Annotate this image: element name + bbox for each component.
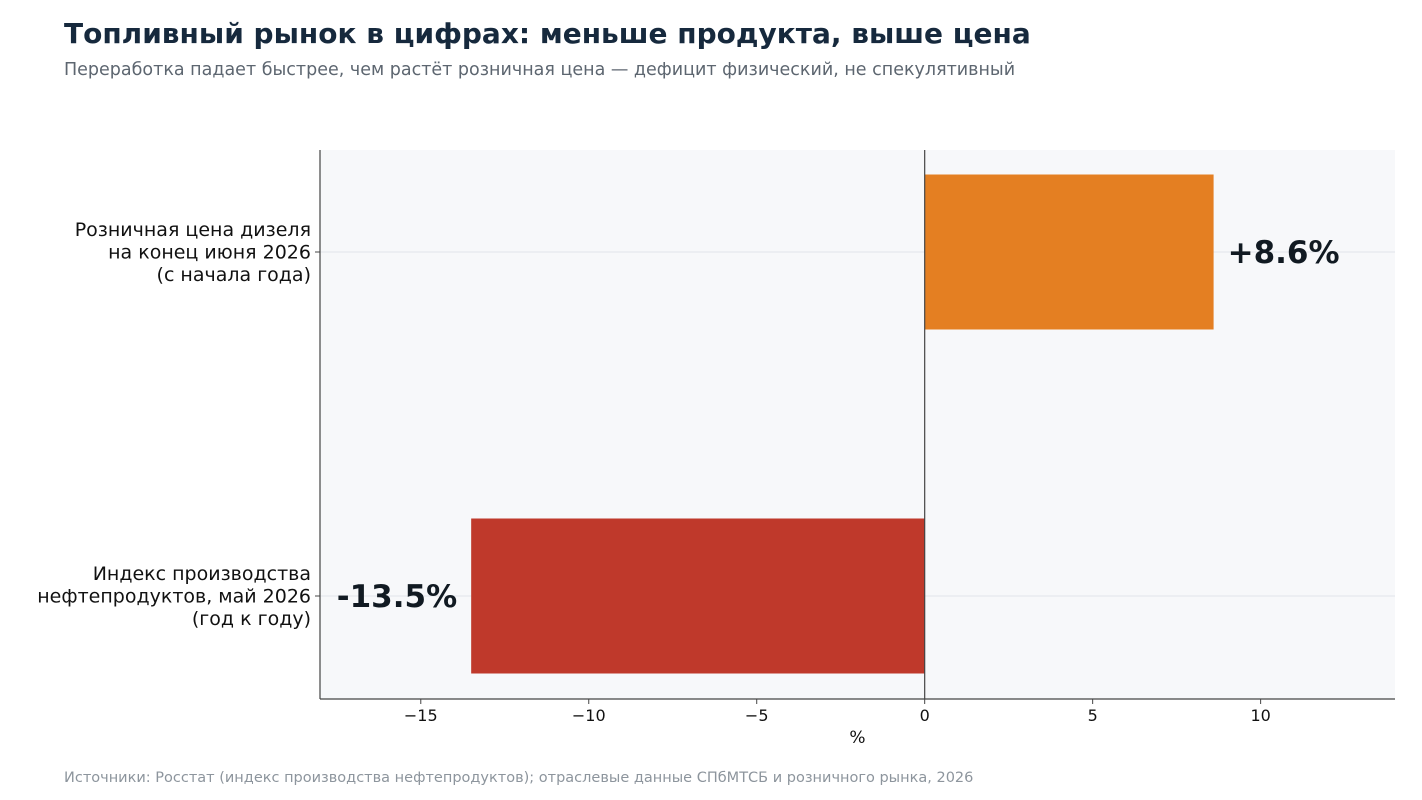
data-label: +8.6% — [1228, 235, 1340, 271]
chart-subtitle: Переработка падает быстрее, чем растёт р… — [64, 60, 1016, 80]
source-note: Источники: Росстат (индекс производства … — [64, 770, 974, 786]
bars — [471, 174, 1214, 674]
chart-title: Топливный рынок в цифрах: меньше продукт… — [64, 17, 1031, 50]
x-axis-label: % — [849, 728, 865, 748]
y-category-labels: Розничная цена дизеля на конец июня 2026(… — [37, 219, 320, 630]
x-tick-label: 5 — [1088, 706, 1098, 725]
y-category-label: Индекс производства нефтепродуктов, май 2… — [37, 563, 311, 630]
x-tick-label: 0 — [920, 706, 930, 725]
x-tick-label: 10 — [1250, 706, 1270, 725]
x-tick-label: −10 — [572, 706, 606, 725]
bar — [924, 174, 1214, 330]
data-labels: +8.6% -13.5% — [337, 235, 1340, 615]
x-tick-label: −5 — [745, 706, 769, 725]
x-tick-label: −15 — [404, 706, 438, 725]
y-category-label: Розничная цена дизеля на конец июня 2026(… — [75, 219, 311, 286]
x-ticks: −15 −10 −5 0 5 10 — [404, 699, 1271, 725]
data-label: -13.5% — [337, 579, 457, 615]
bar — [471, 518, 925, 674]
